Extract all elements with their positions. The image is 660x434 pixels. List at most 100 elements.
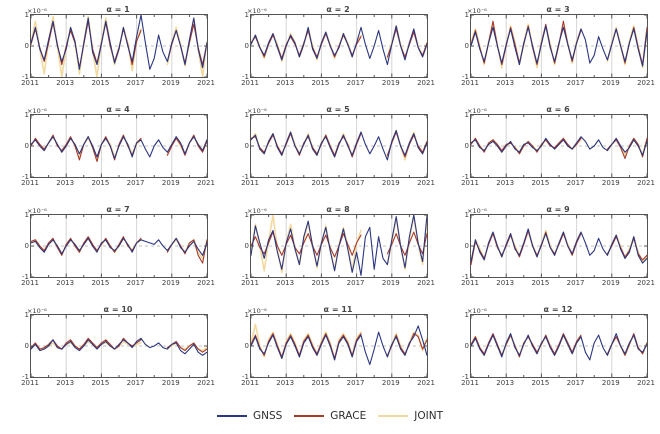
x-tick-label: 2019 (161, 179, 180, 187)
plot-area: 1 0 -1 (22, 11, 208, 81)
legend-label-gnss: GNSS (252, 410, 283, 422)
x-tick-label: 2015 (531, 179, 550, 187)
y-axis-exponent-label: ×10⁻⁶ (467, 207, 487, 215)
y-tick-label: -1 (462, 173, 469, 181)
x-tick-label: 2013 (276, 179, 295, 187)
plot-canvas (251, 215, 427, 277)
y-tick-label: -1 (462, 373, 469, 381)
x-axis-labels: 2011 2013 2015 2017 2019 2021 (461, 78, 655, 88)
x-axis-labels: 2011 2013 2015 2017 2019 2021 (241, 378, 435, 388)
x-tick-label: 2015 (531, 79, 550, 87)
subplot: ×10⁻⁶ α = 7 1 0 -1 2011 2013 2015 2017 2019 2021 (0, 202, 220, 302)
subplot: ×10⁻⁶ α = 9 1 0 -1 2011 2013 2015 2017 2019 2021 (440, 202, 660, 302)
x-tick-label: 2019 (161, 79, 180, 87)
legend-label-joint: JOINT (414, 410, 444, 422)
x-tick-label: 2021 (417, 179, 435, 187)
series-line-gnss (31, 136, 207, 159)
gnss-line-swatch (216, 415, 247, 417)
x-tick-label: 2021 (417, 79, 435, 87)
series-line-grace (31, 134, 207, 163)
subplot: ×10⁻⁶ α = 2 1 0 -1 2011 2013 2015 2017 2019 2021 (220, 2, 440, 102)
y-axis-exponent-label: ×10⁻⁶ (467, 307, 487, 315)
legend-label-grace: GRACE (330, 410, 367, 422)
y-tick-label: 1 (464, 11, 469, 19)
plot-canvas (31, 215, 207, 277)
y-tick-label: 1 (244, 311, 249, 319)
y-tick-label: 1 (24, 211, 29, 219)
y-tick-label: 1 (464, 111, 469, 119)
x-tick-label: 2017 (566, 279, 585, 287)
y-tick-label: 0 (244, 242, 249, 250)
x-tick-label: 2021 (637, 79, 655, 87)
y-tick-label: -1 (22, 173, 29, 181)
x-tick-label: 2021 (197, 79, 215, 87)
subplot: ×10⁻⁶ α = 11 1 0 -1 2011 2013 2015 2017 2019 2021 (220, 302, 440, 402)
x-axis-labels: 2011 2013 2015 2017 2019 2021 (241, 278, 435, 288)
y-tick-label: -1 (462, 73, 469, 81)
x-tick-label: 2019 (161, 279, 180, 287)
x-tick-label: 2019 (601, 379, 620, 387)
x-tick-label: 2019 (601, 79, 620, 87)
y-axis-exponent-label: ×10⁻⁶ (467, 7, 487, 15)
x-tick-label: 2019 (381, 379, 400, 387)
series-line-grace (31, 337, 207, 353)
x-tick-label: 2021 (197, 279, 215, 287)
subplot-title: α = 2 (326, 5, 350, 14)
plot-area: 1 0 -1 (242, 111, 428, 181)
series-line-gnss (471, 25, 647, 67)
x-tick-label: 2017 (346, 179, 365, 187)
x-tick-label: 2011 (21, 279, 39, 287)
y-tick-label: 1 (464, 211, 469, 219)
series-line-gnss (251, 129, 427, 161)
x-tick-label: 2019 (161, 379, 180, 387)
x-tick-label: 2019 (601, 179, 620, 187)
series-line-gnss (251, 215, 427, 276)
subplot-grid: ×10⁻⁶ α = 1 1 0 -1 2011 2013 2015 2017 2019 2021 ×1… (0, 2, 660, 402)
subplot-title: α = 1 (106, 5, 130, 14)
x-tick-label: 2019 (381, 279, 400, 287)
x-tick-label: 2013 (496, 379, 515, 387)
plot-area: 1 0 -1 (462, 111, 648, 181)
x-tick-label: 2013 (56, 179, 75, 187)
y-tick-label: -1 (22, 73, 29, 81)
x-tick-label: 2017 (346, 279, 365, 287)
plot-area: 1 0 -1 (242, 211, 428, 281)
y-axis-exponent-label: ×10⁻⁶ (467, 107, 487, 115)
x-tick-label: 2019 (601, 279, 620, 287)
x-tick-label: 2015 (311, 79, 330, 87)
x-tick-label: 2013 (496, 79, 515, 87)
x-tick-label: 2017 (566, 179, 585, 187)
x-tick-label: 2019 (381, 79, 400, 87)
plot-area: 1 0 -1 (22, 111, 208, 181)
x-tick-label: 2021 (197, 379, 215, 387)
subplot: ×10⁻⁶ α = 1 1 0 -1 2011 2013 2015 2017 2019 2021 (0, 2, 220, 102)
x-tick-label: 2011 (461, 179, 479, 187)
plot-canvas (471, 215, 647, 277)
x-tick-label: 2015 (311, 379, 330, 387)
x-tick-label: 2017 (126, 79, 145, 87)
legend-item-grace: GRACE (294, 410, 366, 422)
x-tick-label: 2021 (417, 379, 435, 387)
joint-line-swatch (378, 415, 409, 417)
subplot: ×10⁻⁶ α = 10 1 0 -1 2011 2013 2015 2017 2019 2021 (0, 302, 220, 402)
y-tick-label: -1 (242, 373, 249, 381)
series-line-gnss (31, 237, 207, 256)
x-axis-labels: 2011 2013 2015 2017 2019 2021 (21, 178, 215, 188)
subplot-title: α = 6 (546, 105, 570, 114)
x-tick-label: 2011 (241, 279, 259, 287)
y-tick-label: 1 (244, 111, 249, 119)
x-tick-label: 2013 (496, 179, 515, 187)
x-tick-label: 2011 (241, 79, 259, 87)
plot-area: 1 0 -1 (462, 11, 648, 81)
y-tick-label: 1 (24, 311, 29, 319)
x-tick-label: 2015 (531, 379, 550, 387)
legend: GNSS GRACE JOINT (0, 410, 660, 422)
x-axis-labels: 2011 2013 2015 2017 2019 2021 (461, 378, 655, 388)
x-tick-label: 2017 (566, 79, 585, 87)
y-tick-label: -1 (242, 73, 249, 81)
x-tick-label: 2017 (346, 79, 365, 87)
plot-area: 1 0 -1 (22, 211, 208, 281)
x-tick-label: 2013 (496, 279, 515, 287)
y-axis-exponent-label: ×10⁻⁶ (247, 307, 267, 315)
y-tick-label: 1 (24, 11, 29, 19)
